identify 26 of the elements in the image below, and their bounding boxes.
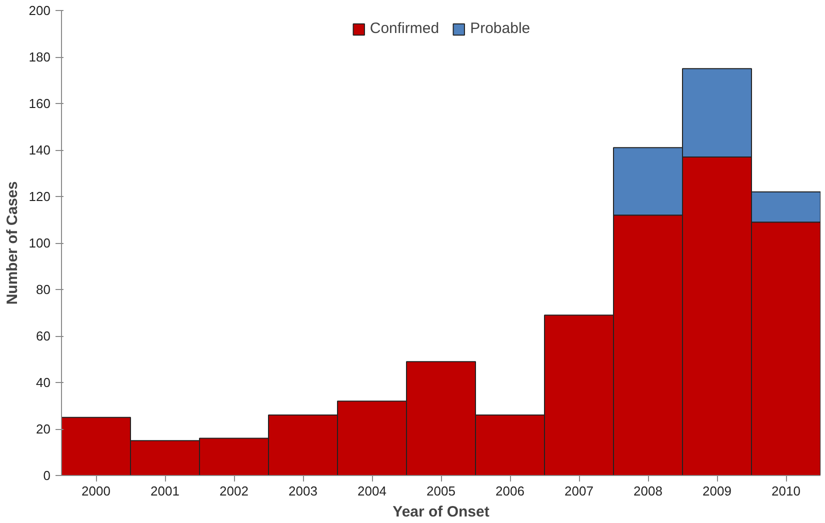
y-tick-label: 0 bbox=[43, 468, 51, 483]
x-tick-label: 2001 bbox=[150, 484, 180, 498]
legend-label: Confirmed bbox=[370, 20, 440, 37]
y-tick-label: 100 bbox=[28, 236, 51, 250]
y-tick-label: 60 bbox=[36, 328, 51, 344]
x-axis-title: Year of Onset bbox=[392, 504, 490, 520]
y-tick-label: 160 bbox=[28, 96, 51, 111]
x-tick-label: 2008 bbox=[634, 484, 662, 498]
x-tick-label: 2005 bbox=[426, 484, 456, 498]
y-tick-label: 120 bbox=[28, 189, 51, 204]
x-tick-label: 2000 bbox=[82, 484, 110, 498]
y-tick-label: 180 bbox=[28, 50, 51, 64]
y-tick-label: 140 bbox=[28, 142, 51, 158]
y-axis-title: Number of Cases bbox=[4, 181, 21, 305]
x-tick-label: 2006 bbox=[496, 484, 524, 498]
legend-label: Probable bbox=[470, 20, 530, 37]
x-tick-label: 2009 bbox=[702, 484, 732, 498]
x-tick-label: 2007 bbox=[564, 484, 594, 498]
y-tick-label: 200 bbox=[28, 3, 51, 18]
y-tick-label: 40 bbox=[36, 375, 51, 390]
x-tick-label: 2002 bbox=[220, 484, 248, 498]
y-tick-label: 80 bbox=[36, 282, 51, 297]
x-tick-label: 2010 bbox=[772, 484, 800, 498]
x-tick-label: 2004 bbox=[358, 484, 386, 498]
x-tick-label: 2003 bbox=[288, 484, 318, 498]
y-tick-label: 20 bbox=[36, 422, 51, 436]
